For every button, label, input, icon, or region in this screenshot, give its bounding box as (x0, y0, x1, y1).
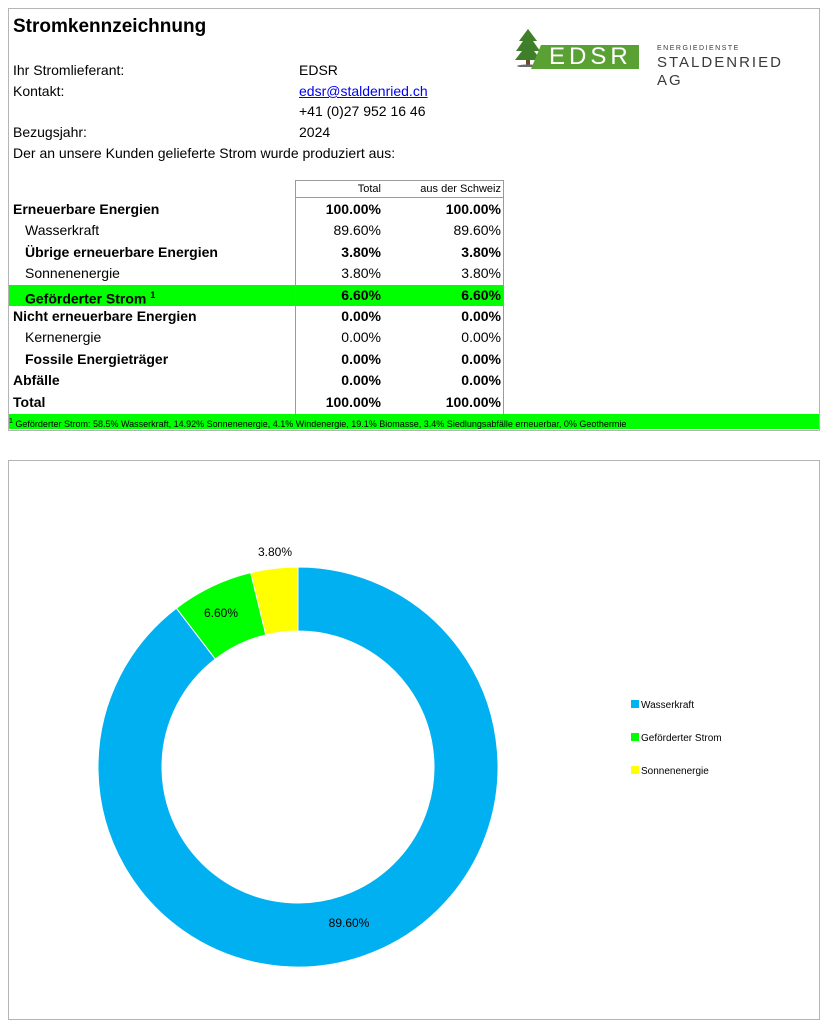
row-label: Nicht erneuerbare Energien (13, 308, 197, 324)
legend-item: Sonnenenergie (631, 765, 709, 779)
table-row: Erneuerbare Energien 100.00% 100.00% (9, 199, 523, 220)
table-row: Abfälle 0.00% 0.00% (9, 370, 523, 391)
row-label: Kernenergie (25, 329, 102, 346)
contact-phone: +41 (0)27 952 16 46 (299, 103, 426, 119)
logo-wordmark: EDSR (549, 43, 632, 70)
table-row: Wasserkraft 89.60% 89.60% (9, 220, 523, 241)
cell-total: 100.00% (325, 201, 381, 217)
legend-item: Wasserkraft (631, 699, 694, 713)
table-row: Fossile Energieträger 0.00% 0.00% (9, 349, 523, 370)
table-row: Total 100.00% 100.00% (9, 392, 523, 413)
data-label: 6.60% (204, 606, 238, 620)
table-row: Nicht erneuerbare Energien 0.00% 0.00% (9, 306, 523, 327)
column-header-swiss: aus der Schweiz (420, 183, 501, 195)
legend-swatch (631, 733, 639, 741)
footnote-text: Geförderter Strom: 58.5% Wasserkraft, 14… (15, 419, 627, 429)
row-label: Erneuerbare Energien (13, 201, 160, 217)
cell-total: 0.00% (341, 329, 381, 346)
row-label: Sonnenenergie (25, 265, 120, 282)
donut-slice-sonnenenergie (250, 566, 299, 636)
legend-label: Geförderter Strom (641, 733, 722, 744)
legend-item: Geförderter Strom (631, 732, 722, 746)
logo-subtitle-bottom: STALDENRIED AG (657, 54, 783, 89)
row-label: Geförderter Strom 1 (25, 289, 156, 307)
table-row: Geförderter Strom 1 6.60% 6.60% (9, 284, 503, 307)
page-title: Stromkennzeichnung (13, 16, 207, 37)
row-label: Abfälle (13, 372, 60, 389)
row-label: Übrige erneuerbare Energien (25, 243, 218, 260)
row-label: Fossile Energieträger (25, 350, 169, 367)
table-left-border (295, 180, 296, 414)
cell-swiss: 100.00% (445, 393, 501, 410)
edsr-logo: EDSR ENERGIEDIENSTE STALDENRIED AG (507, 27, 807, 89)
cell-swiss: 6.60% (461, 286, 501, 303)
cell-total: 0.00% (341, 372, 381, 389)
intro-text: Der an unsere Kunden gelieferte Strom wu… (13, 145, 396, 161)
cell-total: 6.60% (341, 286, 381, 303)
donut-chart-panel: 89.60% 6.60% 3.80% Wasserkraft Geförderter … (8, 460, 820, 1020)
table-row: Sonnenenergie 3.80% 3.80% (9, 263, 523, 284)
legend-swatch (631, 700, 639, 708)
reference-year-label: Bezugsjahr: (13, 124, 87, 140)
row-label: Total (13, 393, 46, 410)
logo-subtitle-top: ENERGIEDIENSTE (657, 45, 740, 52)
table-right-border (503, 180, 504, 414)
cell-swiss: 0.00% (461, 372, 501, 389)
table-top-border (295, 180, 504, 181)
cell-total: 3.80% (341, 243, 381, 260)
cell-total: 100.00% (325, 393, 381, 410)
table-header-border (295, 197, 504, 198)
cell-swiss: 3.80% (461, 243, 501, 260)
footnote-marker: 1 (9, 418, 13, 425)
cell-swiss: 3.80% (461, 265, 501, 282)
contact-label: Kontakt: (13, 83, 65, 99)
cell-total: 0.00% (341, 308, 381, 324)
cell-total: 89.60% (333, 222, 381, 239)
donut-chart: 89.60% 6.60% 3.80% (97, 545, 499, 968)
cell-total: 0.00% (341, 350, 381, 367)
cell-total: 3.80% (341, 265, 381, 282)
logo-band (531, 45, 639, 69)
footnote: 1 Geförderter Strom: 58.5% Wasserkraft, … (9, 414, 819, 429)
cell-swiss: 89.60% (453, 222, 501, 239)
supplier-value: EDSR (299, 62, 338, 78)
footnote-reference: 1 (150, 289, 156, 300)
table-row: Übrige erneuerbare Energien 3.80% 3.80% (9, 242, 523, 263)
column-header-total: Total (357, 183, 381, 195)
data-label: 89.60% (329, 916, 370, 930)
cell-swiss: 0.00% (461, 350, 501, 367)
data-label: 3.80% (258, 545, 292, 559)
legend-swatch (631, 766, 639, 774)
reference-year-value: 2024 (299, 124, 331, 140)
legend-label: Wasserkraft (641, 700, 694, 711)
cell-swiss: 100.00% (445, 201, 501, 217)
cell-swiss: 0.00% (461, 308, 501, 324)
contact-email-link[interactable]: edsr@staldenried.ch (299, 83, 428, 99)
supplier-label: Ihr Stromlieferant: (13, 62, 125, 78)
donut-slice-wasserkraft (97, 566, 499, 968)
cell-swiss: 0.00% (461, 329, 501, 346)
legend-label: Sonnenenergie (641, 766, 709, 777)
electricity-label-panel: Stromkennzeichnung Ihr Stromlieferant: E… (8, 8, 820, 431)
row-label: Wasserkraft (25, 222, 100, 239)
table-row: Kernenergie 0.00% 0.00% (9, 327, 523, 348)
